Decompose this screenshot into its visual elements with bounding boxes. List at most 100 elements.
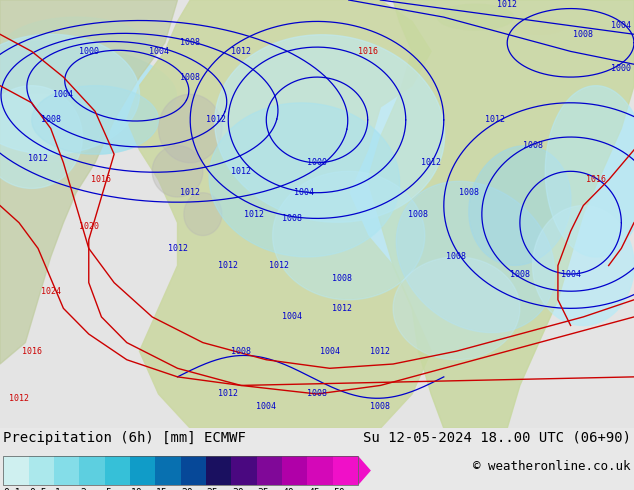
Text: 1008: 1008 (332, 274, 353, 283)
Polygon shape (396, 181, 555, 333)
Polygon shape (533, 206, 634, 325)
Polygon shape (469, 146, 571, 266)
Text: 1004: 1004 (560, 270, 581, 279)
Bar (3, 456, 29, 485)
Text: Su 12-05-2024 18..00 UTC (06+90): Su 12-05-2024 18..00 UTC (06+90) (363, 431, 631, 445)
Bar (155, 456, 181, 485)
Polygon shape (545, 86, 634, 257)
Polygon shape (0, 94, 101, 163)
Text: 1004: 1004 (148, 47, 169, 56)
Text: 15: 15 (156, 488, 168, 490)
Polygon shape (209, 103, 399, 257)
Bar (231, 456, 257, 485)
Text: 1020: 1020 (79, 222, 99, 231)
Text: Precipitation (6h) [mm] ECMWF: Precipitation (6h) [mm] ECMWF (3, 431, 246, 445)
Text: 1012: 1012 (484, 116, 505, 124)
Bar (130, 456, 155, 485)
Text: 1008: 1008 (408, 210, 429, 219)
Text: 1008: 1008 (180, 73, 200, 82)
Bar (54, 456, 79, 485)
Bar (181, 456, 206, 485)
Text: 1012: 1012 (28, 154, 48, 163)
Text: 1004: 1004 (294, 188, 314, 197)
Text: 1000: 1000 (307, 158, 327, 167)
Text: 10: 10 (131, 488, 143, 490)
Text: 1012: 1012 (370, 346, 391, 356)
Text: © weatheronline.co.uk: © weatheronline.co.uk (474, 460, 631, 473)
Text: 0.1: 0.1 (4, 488, 22, 490)
Text: 1016: 1016 (358, 47, 378, 56)
Text: 1008: 1008 (180, 38, 200, 48)
Polygon shape (437, 4, 514, 30)
Bar (307, 456, 333, 485)
Polygon shape (368, 0, 634, 428)
Polygon shape (32, 86, 158, 154)
Polygon shape (396, 181, 555, 333)
Text: 1: 1 (55, 488, 60, 490)
Text: 1016: 1016 (91, 175, 112, 184)
Text: 1004: 1004 (53, 90, 74, 98)
Bar (29, 456, 54, 485)
Bar (333, 456, 358, 485)
Polygon shape (393, 257, 520, 360)
Text: 0.5: 0.5 (29, 488, 47, 490)
Polygon shape (0, 42, 176, 130)
Text: 25: 25 (207, 488, 219, 490)
Text: 1024: 1024 (41, 287, 61, 296)
Polygon shape (533, 206, 634, 325)
Polygon shape (0, 86, 82, 189)
Text: 35: 35 (257, 488, 269, 490)
Text: 1012: 1012 (332, 304, 353, 313)
Text: 30: 30 (232, 488, 244, 490)
Text: 1008: 1008 (446, 252, 467, 262)
Text: 1008: 1008 (510, 270, 530, 279)
Polygon shape (184, 193, 222, 236)
Polygon shape (158, 94, 222, 163)
Text: 1016: 1016 (22, 346, 42, 356)
Text: 1012: 1012 (269, 261, 289, 270)
Text: 1000: 1000 (79, 47, 99, 56)
Text: 45: 45 (308, 488, 320, 490)
Text: 1012: 1012 (9, 394, 29, 403)
Polygon shape (32, 86, 158, 154)
Text: 1012: 1012 (180, 188, 200, 197)
Text: 1012: 1012 (231, 47, 251, 56)
Text: 5: 5 (105, 488, 111, 490)
Text: 1008: 1008 (573, 30, 593, 39)
Text: 1008: 1008 (307, 390, 327, 398)
Polygon shape (152, 146, 203, 197)
Text: 1008: 1008 (459, 188, 479, 197)
Bar (257, 456, 282, 485)
Text: 1012: 1012 (231, 167, 251, 176)
Text: 20: 20 (181, 488, 193, 490)
Text: 1004: 1004 (256, 402, 276, 411)
Polygon shape (0, 17, 152, 86)
Text: 1012: 1012 (205, 116, 226, 124)
Text: 1004: 1004 (611, 21, 631, 30)
Bar (79, 456, 105, 485)
Polygon shape (469, 146, 571, 266)
Polygon shape (514, 17, 564, 34)
Bar (206, 456, 231, 485)
Polygon shape (127, 0, 431, 428)
Polygon shape (273, 172, 425, 300)
Text: 1008: 1008 (281, 214, 302, 223)
Text: 1000: 1000 (611, 64, 631, 73)
Text: 1008: 1008 (231, 346, 251, 356)
Text: 1012: 1012 (167, 244, 188, 253)
Polygon shape (545, 86, 634, 257)
Polygon shape (215, 35, 444, 222)
Text: 1012: 1012 (218, 390, 238, 398)
Text: 1012: 1012 (421, 158, 441, 167)
Bar (3, 456, 358, 485)
Bar (105, 456, 130, 485)
Bar (282, 456, 307, 485)
Text: 50: 50 (333, 488, 346, 490)
Text: 1008: 1008 (522, 141, 543, 150)
Text: 1008: 1008 (41, 116, 61, 124)
Text: 1012: 1012 (218, 261, 238, 270)
Polygon shape (273, 172, 425, 300)
Polygon shape (358, 456, 371, 485)
Text: 1016: 1016 (586, 175, 606, 184)
Text: 1012: 1012 (243, 210, 264, 219)
